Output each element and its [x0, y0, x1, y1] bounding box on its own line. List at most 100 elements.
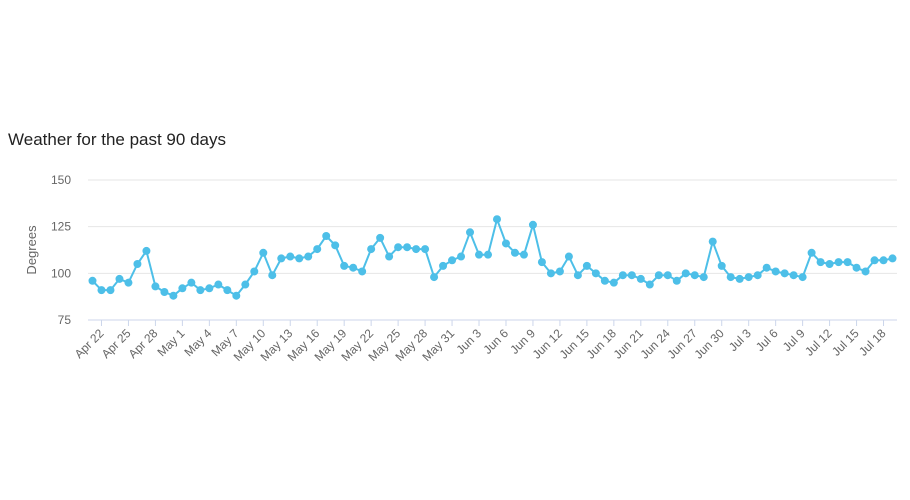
data-point: [475, 250, 484, 259]
x-tick-label: Jun 3: [453, 326, 484, 357]
x-tick-label: May 4: [181, 326, 214, 359]
data-point: [681, 269, 690, 278]
data-point: [789, 271, 798, 280]
data-point: [457, 252, 466, 261]
y-axis-title: Degrees: [24, 225, 39, 275]
data-points: [88, 215, 897, 300]
data-point: [484, 250, 493, 259]
x-tick-label: Apr 28: [126, 326, 161, 361]
data-point: [304, 252, 313, 261]
y-axis-ticks: 75 100 125 150: [51, 173, 71, 327]
data-point: [762, 263, 771, 272]
data-point: [501, 239, 510, 248]
data-point: [798, 273, 807, 282]
data-point: [340, 261, 349, 270]
data-point: [654, 271, 663, 280]
data-point: [699, 273, 708, 282]
data-point: [403, 243, 412, 252]
x-tick-label: Jul 18: [856, 326, 889, 359]
data-point: [421, 245, 430, 254]
data-point: [223, 286, 232, 295]
data-point: [528, 220, 537, 229]
data-point: [142, 246, 151, 255]
data-point: [771, 267, 780, 276]
data-point: [708, 237, 717, 246]
data-point: [412, 245, 421, 254]
data-point: [636, 274, 645, 283]
data-point: [286, 252, 295, 261]
data-point: [591, 269, 600, 278]
data-point: [609, 278, 618, 287]
data-point: [510, 248, 519, 257]
data-point: [313, 245, 322, 254]
data-point: [834, 258, 843, 267]
data-point: [268, 271, 277, 280]
data-point: [627, 271, 636, 280]
data-point: [780, 269, 789, 278]
data-point: [358, 267, 367, 276]
data-point: [322, 232, 331, 240]
data-point: [187, 278, 196, 287]
data-point: [124, 278, 133, 287]
gridlines: [88, 179, 897, 274]
data-point: [232, 291, 241, 300]
data-point: [492, 215, 501, 224]
data-point: [600, 276, 609, 285]
y-tick-label: 100: [51, 266, 71, 280]
data-point: [205, 284, 214, 293]
y-tick-label: 150: [51, 173, 71, 187]
data-point: [430, 273, 439, 282]
x-tick-label: Jul 6: [753, 326, 781, 354]
data-point: [888, 254, 897, 263]
data-point: [744, 273, 753, 282]
data-point: [573, 271, 582, 280]
data-point: [843, 258, 852, 267]
data-point: [753, 271, 762, 280]
data-point: [295, 254, 304, 263]
data-point: [196, 286, 205, 295]
data-point: [582, 261, 591, 270]
data-point: [861, 267, 870, 276]
data-point: [618, 271, 627, 280]
data-point: [537, 258, 546, 267]
data-point: [169, 291, 178, 300]
y-tick-label: 125: [51, 220, 71, 234]
data-point: [178, 284, 187, 293]
data-point: [115, 274, 124, 283]
x-tick-label: Jun 30: [691, 326, 727, 362]
x-tick-label: Jul 15: [829, 326, 862, 359]
data-point: [717, 261, 726, 270]
data-point: [376, 233, 385, 242]
data-point: [367, 245, 376, 254]
data-point: [546, 269, 555, 278]
data-point: [645, 280, 654, 289]
data-point: [519, 250, 528, 259]
data-point: [331, 241, 340, 250]
x-tick-label: Apr 25: [99, 326, 134, 361]
chart-title: Weather for the past 90 days: [8, 130, 226, 149]
data-point: [133, 260, 142, 268]
data-point: [690, 271, 699, 280]
x-tick-label: Jun 6: [480, 326, 511, 357]
data-point: [466, 228, 475, 237]
x-tick-label: Jul 12: [802, 326, 835, 359]
data-point: [241, 280, 250, 289]
x-tick-label: May 1: [154, 326, 187, 359]
data-point: [250, 267, 259, 276]
x-tick-label: Jul 3: [726, 326, 754, 354]
data-point: [564, 252, 573, 261]
data-point: [735, 274, 744, 283]
data-point: [816, 258, 825, 267]
x-tick-label: Apr 22: [72, 326, 107, 361]
data-point: [277, 254, 286, 263]
data-point: [160, 288, 169, 296]
data-point: [97, 286, 106, 295]
data-point: [726, 273, 735, 282]
data-point: [88, 276, 97, 285]
data-point: [672, 276, 681, 285]
data-point: [106, 286, 115, 295]
data-point: [663, 271, 672, 280]
data-point: [852, 263, 861, 272]
